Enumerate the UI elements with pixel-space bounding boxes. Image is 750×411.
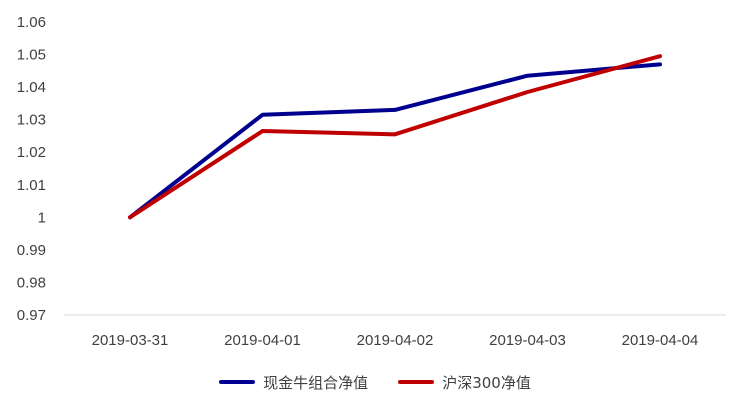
y-tick-label: 1.01	[17, 177, 46, 194]
x-tick-label: 2019-04-03	[489, 332, 566, 349]
y-tick-label: 1.06	[17, 14, 46, 31]
series-lines	[128, 54, 662, 220]
x-axis-ticks: 2019-03-31 2019-04-01 2019-04-02 2019-04-03…	[92, 332, 699, 349]
series-line-0	[128, 62, 662, 220]
x-tick-label: 2019-04-01	[224, 332, 301, 349]
y-tick-label: 1.05	[17, 47, 46, 64]
legend-swatch-xianjinniu	[219, 380, 256, 384]
y-tick-label: 1.03	[17, 112, 46, 129]
series-line-1	[128, 54, 662, 220]
y-axis-ticks: 0.97 0.98 0.99 1 1.01 1.02 1.03 1.04 1.05 1.06	[17, 14, 46, 324]
legend-label-hs300: 沪深300净值	[442, 373, 531, 392]
x-tick-label: 2019-04-04	[622, 332, 699, 349]
x-tick-label: 2019-04-02	[357, 332, 434, 349]
y-tick-label: 1	[38, 209, 46, 226]
y-tick-label: 1.02	[17, 144, 46, 161]
legend-label-xianjinniu: 现金牛组合净值	[263, 373, 369, 392]
y-tick-label: 0.98	[17, 274, 46, 291]
y-tick-label: 0.99	[17, 242, 46, 259]
x-tick-label: 2019-03-31	[92, 332, 169, 349]
legend: 现金牛组合净值 沪深300净值	[0, 367, 750, 397]
legend-item-xianjinniu: 现金牛组合净值	[219, 372, 368, 393]
y-tick-label: 1.04	[17, 79, 46, 96]
legend-swatch-hs300	[398, 380, 435, 384]
legend-item-hs300: 沪深300净值	[398, 372, 531, 393]
y-tick-label: 0.97	[17, 307, 46, 324]
